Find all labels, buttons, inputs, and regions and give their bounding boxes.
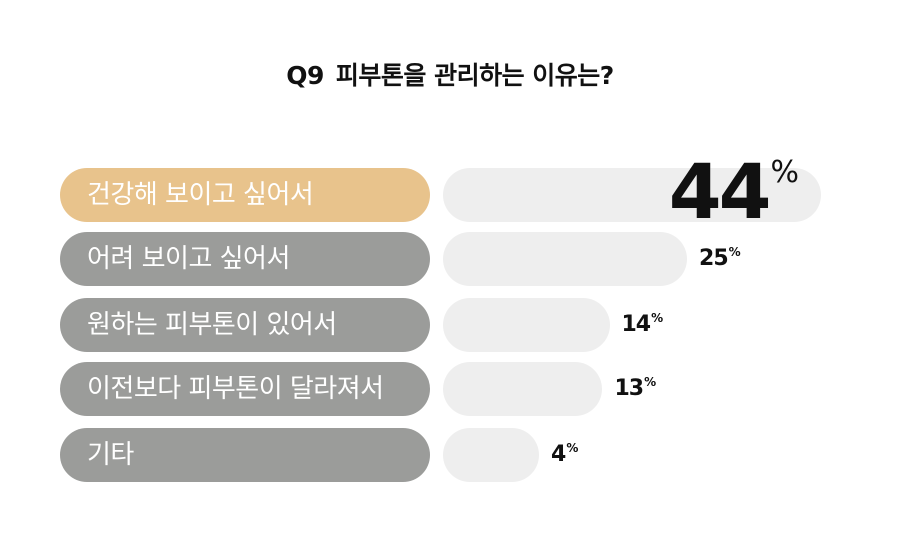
bar bbox=[443, 362, 603, 416]
value-label: 14% bbox=[622, 298, 664, 352]
percent-sign: % bbox=[770, 155, 799, 190]
value-number: 25 bbox=[699, 246, 729, 271]
bar-row: 건강해 보이고 싶어서 44% bbox=[0, 152, 900, 232]
bar bbox=[443, 298, 610, 352]
percent-sign: % bbox=[566, 441, 579, 455]
chart-title: Q9 피부톤을 관리하는 이유는? bbox=[0, 56, 900, 92]
category-label: 이전보다 피부톤이 달라져서 bbox=[60, 362, 430, 416]
value-label: 44% bbox=[669, 152, 799, 232]
percent-sign: % bbox=[644, 375, 657, 389]
category-label: 어려 보이고 싶어서 bbox=[60, 232, 430, 286]
category-label: 건강해 보이고 싶어서 bbox=[60, 168, 430, 222]
question-number: Q9 bbox=[286, 61, 324, 90]
bar bbox=[443, 232, 688, 286]
bar-row: 기타 4% bbox=[0, 428, 900, 482]
value-number: 4 bbox=[551, 442, 566, 467]
value-label: 13% bbox=[614, 362, 656, 416]
value-number: 14 bbox=[621, 312, 652, 337]
category-label: 기타 bbox=[60, 428, 430, 482]
bar bbox=[443, 168, 821, 222]
value-number: 13 bbox=[614, 376, 644, 401]
category-label: 원하는 피부톤이 있어서 bbox=[60, 298, 430, 352]
bar-row: 어려 보이고 싶어서 25% bbox=[0, 232, 900, 286]
percent-sign: % bbox=[728, 245, 741, 259]
percent-sign: % bbox=[651, 311, 664, 325]
question-text: 피부톤을 관리하는 이유는? bbox=[335, 61, 614, 90]
bar bbox=[443, 428, 539, 482]
value-label: 25% bbox=[699, 232, 741, 286]
value-number: 44 bbox=[668, 147, 772, 236]
bar-row: 원하는 피부톤이 있어서 14% bbox=[0, 298, 900, 352]
value-label: 4% bbox=[551, 428, 578, 482]
bar-row: 이전보다 피부톤이 달라져서 13% bbox=[0, 362, 900, 416]
